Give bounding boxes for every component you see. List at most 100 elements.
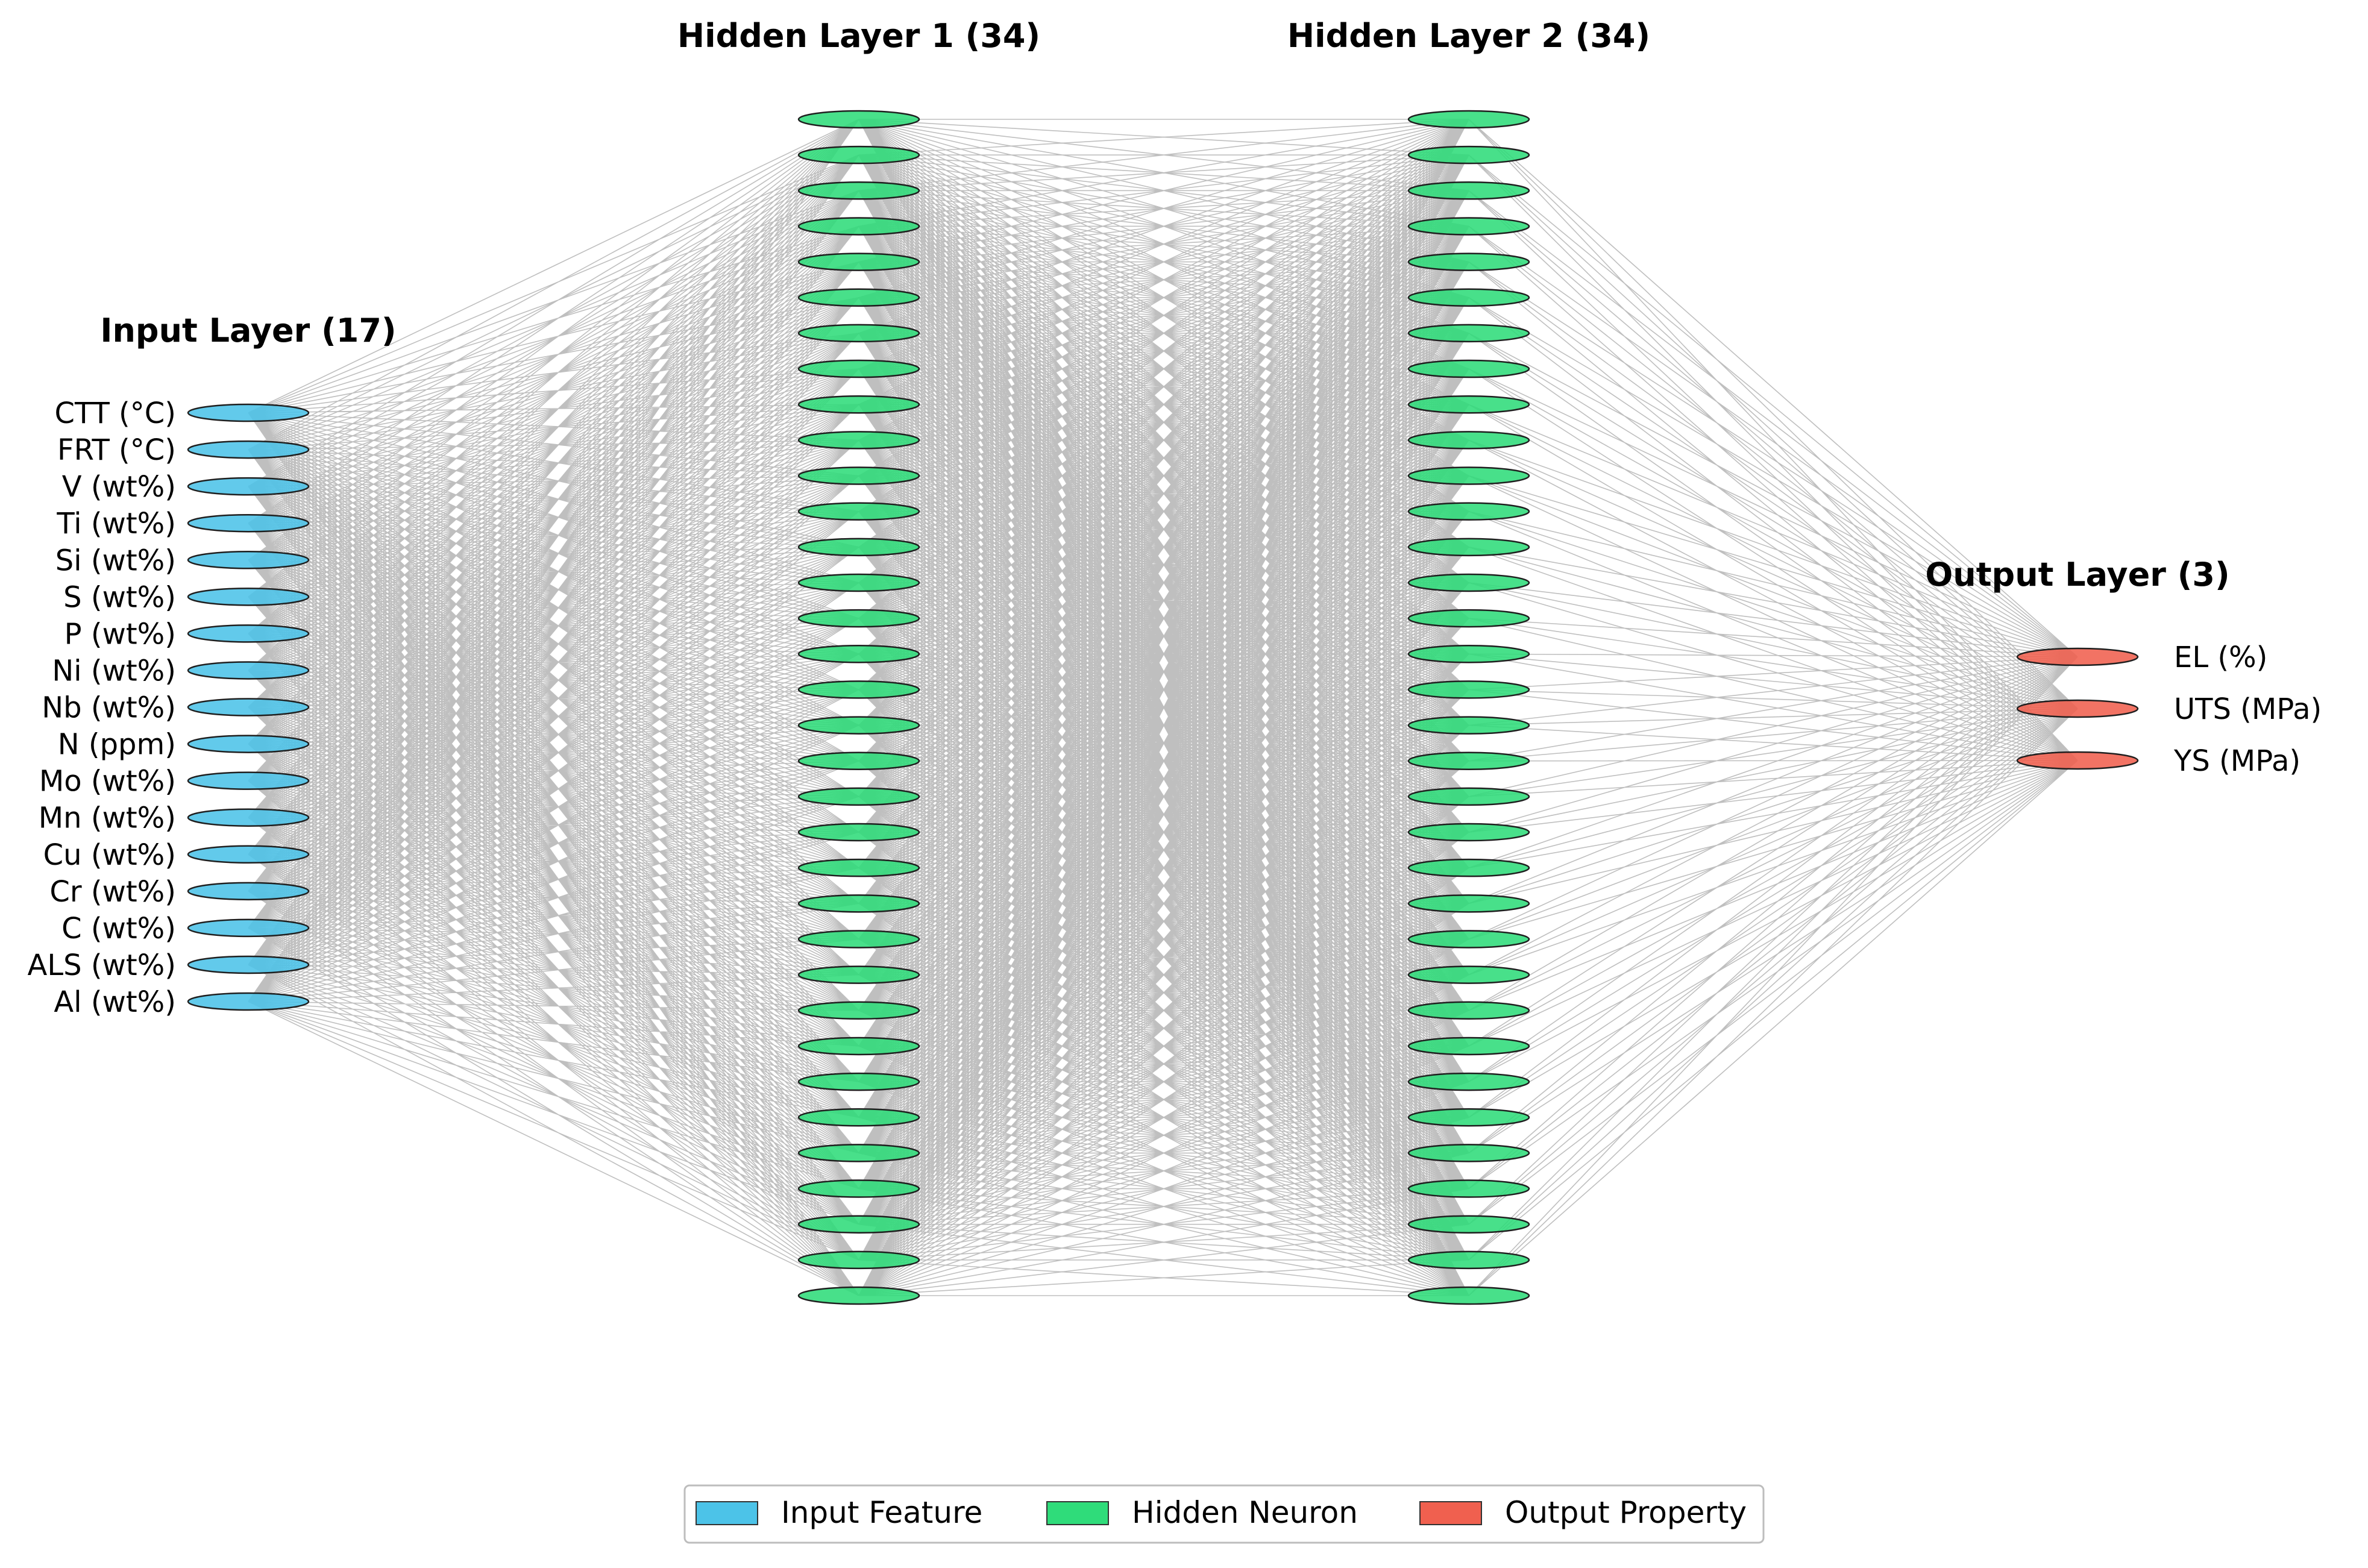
hidden-node [797,502,920,521]
legend-label-output: Output Property [1505,1495,1747,1530]
hidden-node [1407,716,1530,735]
hidden-node [1407,217,1530,236]
hidden-node [1407,1036,1530,1056]
hidden-node [797,751,920,770]
output-node [2016,699,2139,718]
input-node [187,918,310,938]
hidden-node [797,645,920,663]
input-node-label: N (ppm) [58,728,176,762]
hidden-node [1407,1144,1530,1162]
hidden-node [797,787,920,806]
input-node-label: Nb (wt%) [42,691,176,725]
input-node-label: Si (wt%) [55,544,176,577]
hidden-node [797,1144,920,1162]
input-node [187,551,310,569]
hidden-node [797,466,920,485]
input-node [187,440,310,459]
input-node-label: Cu (wt%) [43,838,176,872]
hidden-node [1407,930,1530,949]
hidden-node [1407,1250,1530,1270]
hidden-node [797,1001,920,1020]
output-node-label: UTS (MPa) [2174,692,2322,726]
legend-swatch-hidden [1046,1501,1109,1525]
input-node-label: Ti (wt%) [56,507,176,541]
input-node-label: C (wt%) [61,912,176,946]
output-layer-title: Output Layer (3) [1925,556,2229,594]
hidden-node [797,1108,920,1127]
input-node [187,403,310,422]
hidden-node [1407,395,1530,414]
hidden-node [1407,680,1530,699]
input-node-label: CTT (°C) [54,397,176,430]
legend-swatch-output [1419,1501,1482,1525]
hidden-node [1407,787,1530,806]
hidden-node [797,894,920,913]
hidden-node [1407,751,1530,770]
output-node [2016,647,2139,666]
input-node [187,992,310,1011]
hidden-node [1407,858,1530,877]
hidden-node [1407,252,1530,271]
input-node [187,477,310,496]
input-node-label: Cr (wt%) [49,875,176,909]
hidden-node [797,680,920,699]
hidden-node [1407,573,1530,592]
hidden-node [1407,181,1530,200]
hidden-node [797,930,920,949]
input-node [187,955,310,974]
hidden-node [797,538,920,557]
input-node-label: S (wt%) [63,580,176,614]
hidden-node [1407,359,1530,378]
output-node-label: EL (%) [2174,641,2267,674]
connection-edges [248,119,2078,1296]
hidden-node [1407,645,1530,663]
input-node-label: P (wt%) [64,617,176,651]
hidden-node [1407,538,1530,557]
hidden-node [1407,288,1530,307]
hidden-node [1407,1286,1530,1305]
hidden-layer-2-title: Hidden Layer 2 (34) [1287,17,1650,55]
legend: Input Feature Hidden Neuron Output Prope… [683,1484,1765,1544]
input-node [187,661,310,680]
input-node [187,808,310,827]
hidden-node [1407,431,1530,450]
hidden-node [797,110,920,129]
hidden-node [1407,145,1530,165]
hidden-node [797,1179,920,1198]
input-node [187,513,310,533]
input-layer-title: Input Layer (17) [100,312,396,350]
hidden-node [1407,609,1530,628]
input-node-label: Al (wt%) [54,985,176,1019]
output-node [2016,751,2139,770]
hidden-node [1407,965,1530,984]
input-node [187,735,310,753]
hidden-node [797,823,920,842]
hidden-node [1407,1179,1530,1198]
hidden-node [797,395,920,414]
input-node-label: Ni (wt%) [52,654,176,688]
input-node-label: Mn (wt%) [39,801,176,835]
hidden-node [1407,1072,1530,1091]
input-node [187,771,310,790]
hidden-node [797,324,920,343]
hidden-node [797,1072,920,1091]
node-labels: CTT (°C)FRT (°C)V (wt%)Ti (wt%)Si (wt%)S… [28,397,2322,1019]
hidden-node [1407,466,1530,485]
hidden-node [797,858,920,877]
hidden-layer-1-title: Hidden Layer 1 (34) [677,17,1040,55]
hidden-node [1407,1215,1530,1234]
hidden-node [797,288,920,307]
hidden-node [1407,324,1530,343]
hidden-node [797,609,920,628]
hidden-node [1407,1001,1530,1020]
input-node-label: ALS (wt%) [28,949,176,982]
hidden-node [797,217,920,236]
input-node [187,624,310,643]
edges-layer-2-to-3 [858,119,1469,1296]
legend-swatch-input [696,1501,758,1525]
hidden-node [797,1215,920,1234]
legend-label-input: Input Feature [781,1495,982,1530]
hidden-node [797,573,920,592]
neuron-nodes [187,110,2139,1305]
